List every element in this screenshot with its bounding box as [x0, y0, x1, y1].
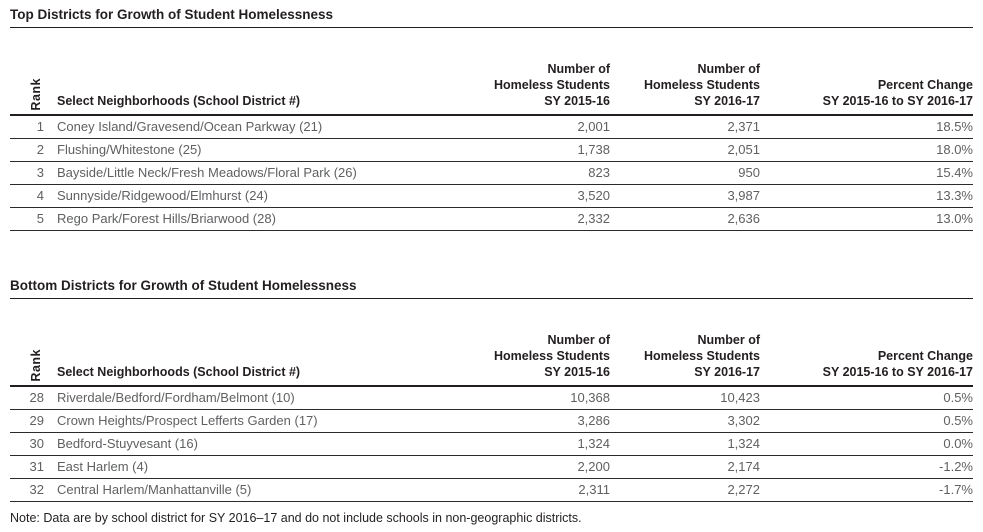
sy-2015-16-cell: 2,311 [578, 482, 610, 497]
neighborhood-cell: Sunnyside/Ridgewood/Elmhurst (24) [57, 188, 268, 203]
column-header-neighborhoods: Select Neighborhoods (School District #) [57, 365, 301, 379]
rank-vertical-label: Rank [29, 78, 43, 111]
rank-cell: 5 [36, 211, 44, 226]
rank-cell: 28 [29, 390, 44, 405]
neighborhood-cell: East Harlem (4) [57, 459, 149, 474]
percent-change-cell: 0.0% [943, 436, 973, 451]
column-header-sy-2015-16: Number of Homeless Students SY 2015-16 [493, 62, 610, 108]
table-row: 2 Flushing/Whitestone (25) 1,738 2,051 1… [10, 139, 973, 162]
rank-cell: 30 [29, 436, 44, 451]
rank-cell: 31 [29, 459, 44, 474]
percent-change-cell: -1.7% [939, 482, 973, 497]
table-row: 1 Coney Island/Gravesend/Ocean Parkway (… [10, 116, 973, 139]
neighborhood-cell: Flushing/Whitestone (25) [57, 142, 202, 157]
percent-change-cell: 15.4% [936, 165, 973, 180]
neighborhood-cell: Bedford-Stuyvesant (16) [57, 436, 198, 451]
percent-change-cell: 18.5% [936, 119, 973, 134]
sy-2015-16-cell: 1,738 [577, 142, 610, 157]
sy-2016-17-cell: 10,423 [720, 390, 760, 405]
rank-cell: 29 [29, 413, 44, 428]
column-header-rank: Rank [10, 28, 46, 114]
table-row: 30 Bedford-Stuyvesant (16) 1,324 1,324 0… [10, 433, 973, 456]
sy-2015-16-cell: 823 [588, 165, 610, 180]
sy-2016-17-cell: 2,174 [727, 459, 760, 474]
rank-cell: 4 [36, 188, 44, 203]
sy-2016-17-cell: 2,371 [727, 119, 760, 134]
column-header-percent-change: Percent Change SY 2015-16 to SY 2016-17 [822, 78, 973, 108]
column-header-sy-2016-17: Number of Homeless Students SY 2016-17 [643, 62, 760, 108]
table-header-row: Rank Select Neighborhoods (School Distri… [10, 28, 973, 116]
neighborhood-cell: Central Harlem/Manhattanville (5) [57, 482, 252, 497]
table-title-bottom-districts: Bottom Districts for Growth of Student H… [10, 277, 973, 299]
neighborhood-cell: Bayside/Little Neck/Fresh Meadows/Floral… [57, 165, 357, 180]
neighborhood-cell: Riverdale/Bedford/Fordham/Belmont (10) [57, 390, 295, 405]
column-header-neighborhoods: Select Neighborhoods (School District #) [57, 94, 301, 108]
bottom-districts-table: Bottom Districts for Growth of Student H… [10, 277, 973, 502]
table-row: 3 Bayside/Little Neck/Fresh Meadows/Flor… [10, 162, 973, 185]
sy-2015-16-cell: 10,368 [570, 390, 610, 405]
table-title-top-districts: Top Districts for Growth of Student Home… [10, 0, 973, 28]
column-header-percent-change: Percent Change SY 2015-16 to SY 2016-17 [822, 349, 973, 379]
table-row: 29 Crown Heights/Prospect Lefferts Garde… [10, 410, 973, 433]
sy-2016-17-cell: 3,987 [727, 188, 760, 203]
table-row: 28 Riverdale/Bedford/Fordham/Belmont (10… [10, 387, 973, 410]
rank-vertical-label: Rank [29, 349, 43, 382]
percent-change-cell: -1.2% [939, 459, 973, 474]
sy-2016-17-cell: 1,324 [727, 436, 760, 451]
percent-change-cell: 13.3% [936, 188, 973, 203]
rank-cell: 3 [36, 165, 44, 180]
percent-change-cell: 0.5% [943, 413, 973, 428]
neighborhood-cell: Coney Island/Gravesend/Ocean Parkway (21… [57, 119, 323, 134]
rank-cell: 1 [36, 119, 44, 134]
sy-2016-17-cell: 2,636 [727, 211, 760, 226]
sy-2015-16-cell: 2,001 [577, 119, 610, 134]
percent-change-cell: 18.0% [936, 142, 973, 157]
sy-2015-16-cell: 1,324 [577, 436, 610, 451]
footnote: Note: Data are by school district for SY… [10, 511, 582, 525]
table-header-row: Rank Select Neighborhoods (School Distri… [10, 299, 973, 387]
column-header-rank: Rank [10, 299, 46, 385]
sy-2015-16-cell: 2,332 [577, 211, 610, 226]
column-header-sy-2015-16: Number of Homeless Students SY 2015-16 [493, 333, 610, 379]
sy-2016-17-cell: 3,302 [727, 413, 760, 428]
table-row: 31 East Harlem (4) 2,200 2,174 -1.2% [10, 456, 973, 479]
sy-2016-17-cell: 950 [738, 165, 760, 180]
rank-cell: 32 [29, 482, 44, 497]
neighborhood-cell: Rego Park/Forest Hills/Briarwood (28) [57, 211, 276, 226]
rank-cell: 2 [36, 142, 44, 157]
sy-2016-17-cell: 2,051 [727, 142, 760, 157]
table-row: 4 Sunnyside/Ridgewood/Elmhurst (24) 3,52… [10, 185, 973, 208]
sy-2015-16-cell: 3,286 [577, 413, 610, 428]
sy-2015-16-cell: 3,520 [577, 188, 610, 203]
table-row: 32 Central Harlem/Manhattanville (5) 2,3… [10, 479, 973, 502]
neighborhood-cell: Crown Heights/Prospect Lefferts Garden (… [57, 413, 318, 428]
top-districts-table: Top Districts for Growth of Student Home… [10, 0, 973, 231]
sy-2016-17-cell: 2,272 [727, 482, 760, 497]
percent-change-cell: 0.5% [943, 390, 973, 405]
sy-2015-16-cell: 2,200 [577, 459, 610, 474]
table-row: 5 Rego Park/Forest Hills/Briarwood (28) … [10, 208, 973, 231]
column-header-sy-2016-17: Number of Homeless Students SY 2016-17 [643, 333, 760, 379]
percent-change-cell: 13.0% [936, 211, 973, 226]
